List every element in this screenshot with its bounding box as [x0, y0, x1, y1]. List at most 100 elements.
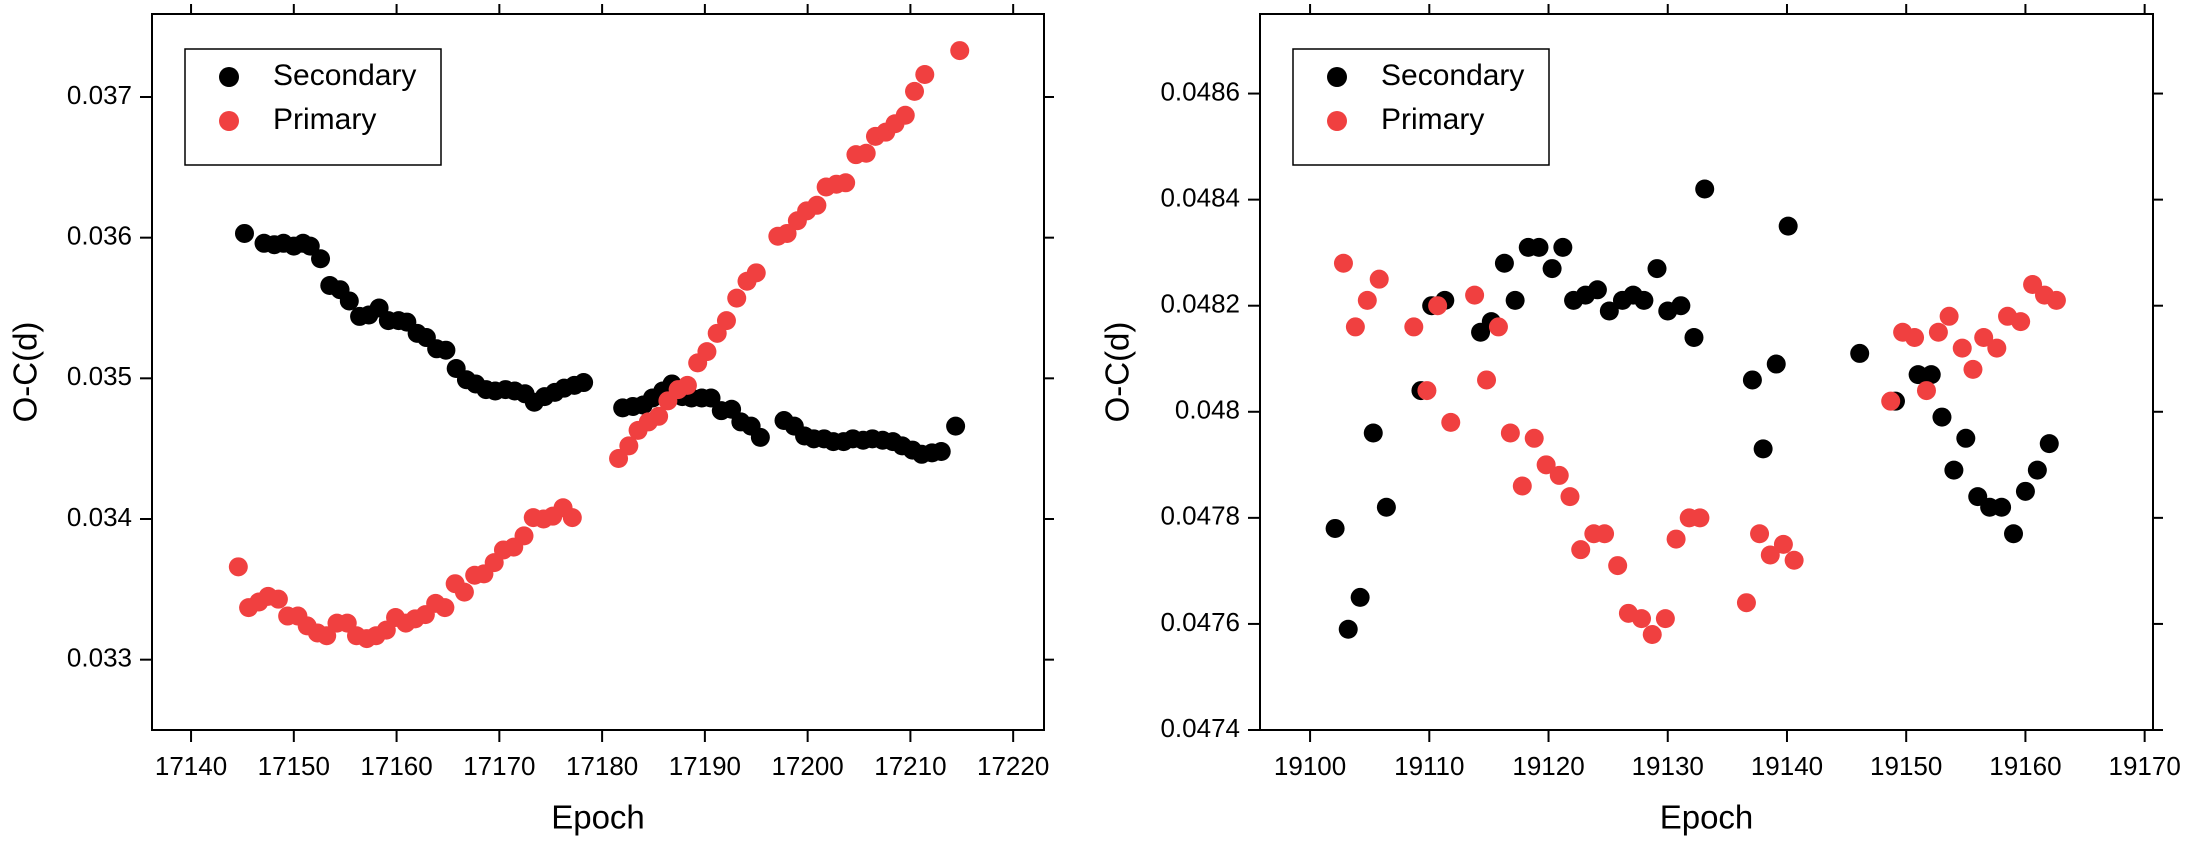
- point: [1529, 237, 1549, 257]
- point: [1928, 322, 1948, 342]
- point: [1549, 465, 1569, 485]
- point: [777, 223, 797, 243]
- point: [1488, 317, 1508, 337]
- y-tick-label: 0.034: [67, 502, 132, 532]
- point: [228, 557, 248, 577]
- point: [1441, 412, 1461, 432]
- x-axis-label: Epoch: [1660, 799, 1754, 836]
- point: [562, 508, 582, 528]
- point: [1742, 370, 1762, 390]
- point: [1494, 253, 1514, 273]
- x-axis-label: Epoch: [551, 799, 645, 836]
- point: [697, 342, 717, 362]
- point: [856, 143, 876, 163]
- x-tick-label: 17180: [566, 751, 638, 781]
- point: [1952, 338, 1972, 358]
- point: [1908, 365, 1928, 385]
- point: [701, 388, 721, 408]
- y-tick-label: 0.0482: [1160, 289, 1240, 319]
- point: [1753, 439, 1773, 459]
- chart: 19100 19110 19120 19130 19140 19150 19160 19170…: [1099, 4, 2181, 836]
- point: [436, 340, 456, 360]
- point: [1333, 253, 1353, 273]
- point: [1736, 593, 1756, 613]
- point: [905, 81, 925, 101]
- point: [1357, 290, 1377, 310]
- point: [609, 449, 629, 469]
- point: [1350, 587, 1370, 607]
- point: [1932, 407, 1952, 427]
- point: [1671, 296, 1691, 316]
- x-tick-label: 17140: [155, 751, 227, 781]
- point: [1974, 328, 1994, 348]
- point: [2004, 524, 2024, 544]
- x-tick-label: 19110: [1394, 751, 1464, 781]
- x-tick-label: 17210: [874, 751, 946, 781]
- x-tick-label: 19170: [2108, 751, 2180, 781]
- point: [435, 598, 455, 618]
- x-tick-label: 17190: [669, 751, 741, 781]
- point: [1500, 423, 1520, 443]
- point: [1560, 487, 1580, 507]
- point: [1992, 497, 2012, 517]
- point: [1963, 359, 1983, 379]
- point: [727, 288, 747, 308]
- point: [1916, 381, 1936, 401]
- point: [1512, 476, 1532, 496]
- legend-label: Primary: [273, 103, 376, 136]
- point: [2039, 434, 2059, 454]
- point: [1684, 328, 1704, 348]
- point: [1587, 280, 1607, 300]
- point: [1404, 317, 1424, 337]
- point: [1987, 338, 2007, 358]
- point: [1634, 290, 1654, 310]
- point: [2011, 312, 2031, 332]
- point: [574, 373, 594, 393]
- point: [1850, 343, 1870, 363]
- plot-frame: [1259, 13, 2154, 731]
- y-tick-label: 0.0484: [1160, 183, 1240, 213]
- x-tick-label: 17160: [360, 751, 432, 781]
- point: [1363, 423, 1383, 443]
- point: [1465, 285, 1485, 305]
- point: [746, 263, 766, 283]
- point: [619, 436, 639, 456]
- point: [311, 249, 331, 269]
- legend-marker: [219, 111, 239, 131]
- y-tick-label: 0.0478: [1160, 501, 1240, 531]
- point: [268, 589, 288, 609]
- point: [1642, 625, 1662, 645]
- point: [2027, 460, 2047, 480]
- x-tick-label: 19100: [1274, 751, 1346, 781]
- point: [1369, 269, 1389, 289]
- point: [1608, 556, 1628, 576]
- legend-marker: [1327, 67, 1347, 87]
- y-tick-label: 0.037: [67, 80, 132, 110]
- point: [931, 441, 951, 461]
- legend-marker: [219, 67, 239, 87]
- point: [1655, 609, 1675, 629]
- legend-label: Secondary: [1381, 59, 1524, 92]
- y-tick-label: 0.035: [67, 361, 132, 391]
- point: [1376, 497, 1396, 517]
- point: [1345, 317, 1365, 337]
- x-tick-label: 17150: [258, 751, 330, 781]
- point: [1477, 370, 1497, 390]
- legend-marker: [1327, 111, 1347, 131]
- point: [950, 41, 970, 61]
- point: [1647, 259, 1667, 279]
- point: [895, 105, 915, 125]
- point: [1553, 237, 1573, 257]
- legend-label: Secondary: [273, 59, 416, 92]
- point: [1766, 354, 1786, 374]
- point: [1338, 619, 1358, 639]
- point: [514, 526, 534, 546]
- point: [1536, 455, 1556, 475]
- point: [1690, 508, 1710, 528]
- y-tick-label: 0.048: [1175, 395, 1240, 425]
- y-tick-label: 0.0474: [1160, 713, 1240, 743]
- point: [1956, 428, 1976, 448]
- point: [649, 406, 669, 426]
- point: [1417, 381, 1437, 401]
- point: [1778, 216, 1798, 236]
